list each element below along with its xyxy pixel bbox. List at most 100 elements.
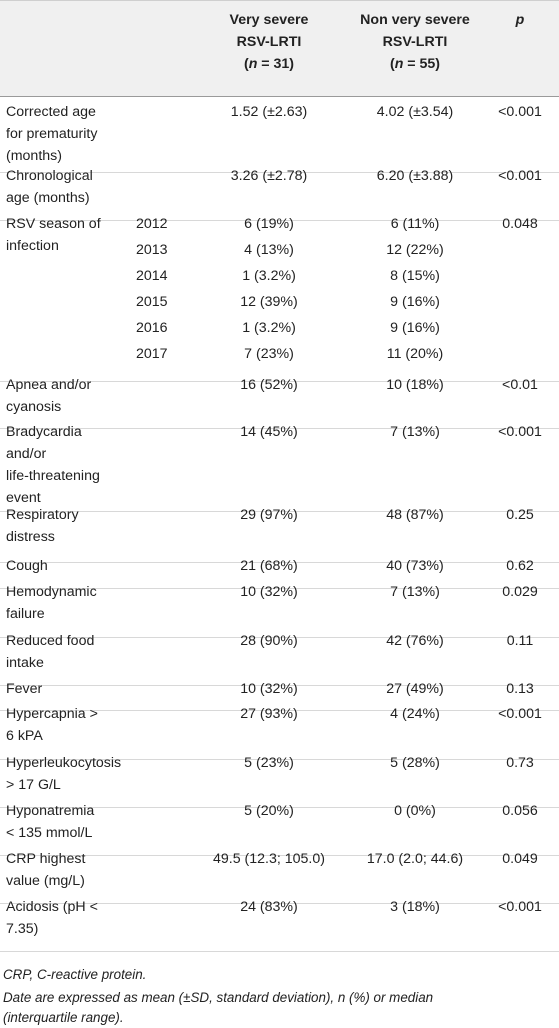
- table-row: CRP highest value (mg/L) 49.5 (12.3; 105.0…: [0, 851, 559, 904]
- non-very-severe-value: 0 (0%): [394, 803, 436, 819]
- table-row: Fever 10 (32%) 27 (49%) 0.13: [0, 681, 559, 711]
- row-label-line: RSV season of: [6, 216, 101, 232]
- row-label-line: age (months): [6, 190, 90, 206]
- very-severe-value: 4 (13%): [244, 242, 294, 258]
- non-very-severe-value: 10 (18%): [386, 377, 444, 393]
- non-very-severe-value: 12 (22%): [386, 242, 444, 258]
- row-label-line: Corrected age: [6, 104, 96, 120]
- season-year: 2014: [136, 268, 168, 284]
- very-severe-value: 1 (3.2%): [242, 268, 296, 284]
- row-label-line: 6 kPA: [6, 728, 43, 744]
- non-very-severe-value: 40 (73%): [386, 558, 444, 574]
- non-very-severe-value: 8 (15%): [390, 268, 440, 284]
- table-row: Bradycardia and/or life-threatening event 14…: [0, 424, 559, 512]
- header-non-very-severe-line1: Non very severe: [360, 12, 470, 28]
- row-label: Hyponatremia < 135 mmol/L: [6, 800, 134, 844]
- p-value: <0.001: [498, 104, 542, 120]
- row-label: CRP highest value (mg/L): [6, 848, 134, 892]
- table-row: Apnea and/or cyanosis 16 (52%) 10 (18%) <0.0…: [0, 377, 559, 429]
- very-severe-value: 7 (23%): [244, 346, 294, 362]
- table-row: Hemodynamic failure 10 (32%) 7 (13%) 0.029: [0, 584, 559, 638]
- row-label-line: Reduced food: [6, 633, 95, 649]
- header-non-very-severe: Non very severe RSV-LRTI (n = 55): [350, 9, 480, 75]
- very-severe-value: 5 (23%): [244, 755, 294, 771]
- non-very-severe-value: 9 (16%): [390, 294, 440, 310]
- non-very-severe-value: 48 (87%): [386, 507, 444, 523]
- row-label-line: < 135 mmol/L: [6, 825, 93, 841]
- non-very-severe-value: 6 (11%): [390, 216, 440, 232]
- p-value: 0.25: [506, 507, 534, 523]
- p-value: 0.73: [506, 755, 534, 771]
- non-very-severe-value: 7 (13%): [390, 424, 440, 440]
- row-label: Acidosis (pH < 7.35): [6, 896, 134, 940]
- p-value: <0.001: [498, 168, 542, 184]
- row-label-line: Bradycardia: [6, 424, 82, 440]
- row-label-line: for prematurity: [6, 126, 98, 142]
- non-very-severe-value: 9 (16%): [390, 320, 440, 336]
- very-severe-value: 6 (19%): [244, 216, 294, 232]
- very-severe-value: 5 (20%): [244, 803, 294, 819]
- row-label-line: CRP highest: [6, 851, 86, 867]
- row-label-line: Hemodynamic: [6, 584, 97, 600]
- row-label: Hemodynamic failure: [6, 581, 134, 625]
- table-row: Chronological age (months) 3.26 (±2.78) 6.2…: [0, 168, 559, 221]
- row-label-line: Hyponatremia: [6, 803, 95, 819]
- row-label-line: Respiratory: [6, 507, 79, 523]
- season-year: 2012: [136, 216, 168, 232]
- row-label: Fever: [6, 678, 134, 700]
- table-row: RSV season of infection 2012 6 (19%) 6 (11%)…: [0, 216, 559, 382]
- table-row: Respiratory distress 29 (97%) 48 (87%) 0.25: [0, 507, 559, 563]
- non-very-severe-value: 4 (24%): [390, 706, 440, 722]
- row-label-line: Chronological: [6, 168, 93, 184]
- very-severe-value: 10 (32%): [240, 681, 298, 697]
- very-severe-value: 24 (83%): [240, 899, 298, 915]
- table-row: Acidosis (pH < 7.35) 24 (83%) 3 (18%) <0.001: [0, 899, 559, 952]
- header-p-value: p: [515, 12, 525, 28]
- row-label-line: distress: [6, 529, 55, 545]
- header-very-severe-line2: RSV-LRTI: [236, 34, 302, 50]
- row-label-line: intake: [6, 655, 44, 671]
- row-label: Cough: [6, 555, 134, 577]
- row-label: Hypercapnia > 6 kPA: [6, 703, 134, 747]
- row-label-line: event: [6, 490, 41, 506]
- very-severe-value: 1 (3.2%): [242, 320, 296, 336]
- header-non-very-severe-line2: RSV-LRTI: [382, 34, 448, 50]
- p-value: 0.13: [506, 681, 534, 697]
- row-label: Corrected age for prematurity (months): [6, 101, 134, 167]
- p-value: 0.11: [506, 633, 534, 649]
- very-severe-value: 27 (93%): [240, 706, 298, 722]
- table-header: Very severe RSV-LRTI (n = 31) Non very s…: [0, 0, 559, 97]
- row-label-line: cyanosis: [6, 399, 62, 415]
- row-label: Reduced food intake: [6, 630, 134, 674]
- p-value: 0.049: [502, 851, 538, 867]
- row-label: Chronological age (months): [6, 165, 134, 209]
- row-label-line: (months): [6, 148, 62, 164]
- season-year: 2017: [136, 346, 168, 362]
- p-value: 0.029: [502, 584, 538, 600]
- row-label-line: Hypercapnia >: [6, 706, 98, 722]
- p-value: <0.01: [502, 377, 538, 393]
- row-label: Respiratory distress: [6, 504, 134, 548]
- very-severe-value: 10 (32%): [240, 584, 298, 600]
- row-label-line: Apnea and/or: [6, 377, 92, 393]
- row-label-line: life-threatening: [6, 468, 100, 484]
- p-value: 0.62: [506, 558, 534, 574]
- very-severe-value: 49.5 (12.3; 105.0): [212, 851, 325, 867]
- very-severe-value: 28 (90%): [240, 633, 298, 649]
- very-severe-value: 16 (52%): [240, 377, 298, 393]
- p-value: 0.056: [502, 803, 538, 819]
- row-label-line: infection: [6, 238, 59, 254]
- row-label-line: Fever: [6, 681, 43, 697]
- p-value: <0.001: [498, 899, 542, 915]
- p-value: <0.001: [498, 424, 542, 440]
- very-severe-value: 1.52 (±2.63): [230, 104, 308, 120]
- very-severe-value: 12 (39%): [240, 294, 298, 310]
- season-year: 2015: [136, 294, 168, 310]
- row-label: Apnea and/or cyanosis: [6, 374, 134, 418]
- table-row: Hyperleukocytosis > 17 G/L 5 (23%) 5 (28%) 0…: [0, 755, 559, 808]
- very-severe-value: 3.26 (±2.78): [230, 168, 308, 184]
- row-label-line: Cough: [6, 558, 48, 574]
- p-value: 0.048: [502, 216, 538, 232]
- non-very-severe-value: 42 (76%): [386, 633, 444, 649]
- non-very-severe-value: 27 (49%): [386, 681, 444, 697]
